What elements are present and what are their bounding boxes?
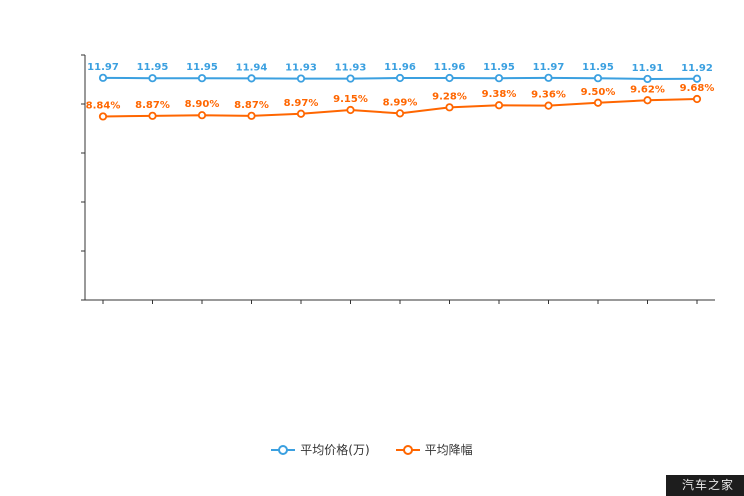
data-label: 8.87% [234, 100, 269, 111]
data-label: 11.96 [384, 62, 416, 73]
legend-item-average-price[interactable]: 平均价格(万) [271, 443, 370, 457]
data-point [494, 101, 504, 110]
data-label: 11.93 [335, 63, 367, 74]
data-label: 11.97 [533, 62, 565, 73]
data-point [98, 73, 108, 82]
data-label: 11.95 [582, 62, 614, 73]
data-point [593, 74, 603, 83]
data-label: 8.84% [86, 100, 121, 111]
data-point [247, 111, 256, 120]
data-label: 11.95 [186, 62, 218, 73]
data-label: 9.15% [333, 94, 368, 105]
data-point [692, 94, 702, 104]
data-label: 11.96 [434, 62, 466, 73]
chart-legend: 平均价格(万) 平均降幅 [0, 444, 744, 456]
data-label: 8.87% [135, 100, 170, 111]
data-label: 9.38% [482, 89, 517, 100]
data-label: 9.36% [531, 90, 566, 101]
data-label: 11.95 [483, 62, 515, 73]
data-point [395, 73, 405, 83]
data-point [98, 112, 108, 121]
data-point [643, 96, 652, 105]
data-point [247, 74, 256, 83]
data-label: 9.68% [680, 83, 715, 94]
legend-label: 平均价格(万) [300, 443, 370, 457]
watermark: 汽车之家 [665, 475, 744, 496]
data-label: 11.94 [236, 62, 268, 73]
data-label: 9.62% [630, 84, 665, 95]
data-point [346, 105, 355, 115]
data-label: 11.93 [285, 63, 317, 74]
chart-canvas: 11.97 11.95 11.95 11.94 11.93 11.93 11.96 11.96… [81, 54, 715, 304]
data-point [148, 111, 157, 120]
data-point [395, 109, 405, 118]
data-point [544, 73, 553, 82]
data-label: 11.97 [87, 62, 119, 73]
data-label: 9.28% [432, 91, 467, 102]
data-point [148, 74, 157, 83]
data-point [445, 73, 454, 83]
data-label: 11.92 [681, 63, 713, 74]
data-point [346, 74, 355, 83]
data-point [643, 74, 652, 84]
line-series-marker-icon [271, 445, 296, 455]
data-point [494, 74, 504, 83]
line-series-marker-icon [395, 445, 420, 455]
data-label: 11.95 [137, 62, 169, 73]
data-point [544, 101, 553, 110]
data-label: 8.90% [185, 99, 220, 110]
data-label: 9.50% [581, 87, 616, 98]
data-point [296, 109, 306, 118]
data-point [593, 98, 603, 107]
legend-label: 平均降幅 [424, 443, 473, 457]
data-point [296, 74, 306, 83]
legend-item-average-discount[interactable]: 平均降幅 [395, 443, 473, 457]
data-label: 8.99% [383, 97, 418, 108]
data-point [445, 103, 454, 112]
data-label: 11.91 [632, 63, 664, 74]
data-point [197, 74, 207, 83]
data-point [197, 111, 207, 120]
data-label: 8.97% [284, 98, 319, 109]
data-point [692, 74, 702, 83]
